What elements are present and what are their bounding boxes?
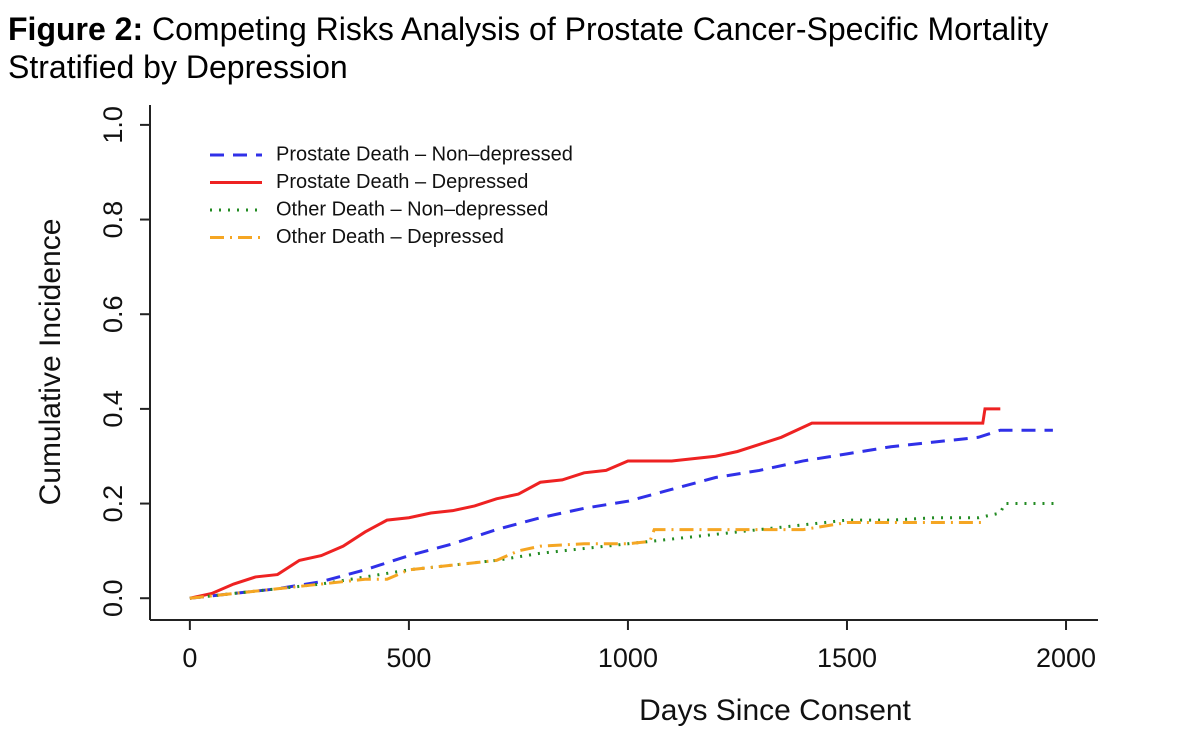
series-line <box>189 407 1001 600</box>
x-tick-label: 2000 <box>1036 643 1096 673</box>
x-tick-label: 1000 <box>598 643 658 673</box>
series-line <box>189 520 983 600</box>
x-axis-title: Days Since Consent <box>639 694 911 727</box>
x-tick-label: 0 <box>182 643 197 673</box>
legend-label: Other Death – Depressed <box>276 226 504 248</box>
y-axis-title: Cumulative Incidence <box>34 219 67 506</box>
y-tick-label: 0.2 <box>98 485 128 523</box>
y-tick-label: 0.8 <box>98 201 128 239</box>
title-label: Figure 2: <box>8 11 144 47</box>
legend-label: Other Death – Non–depressed <box>276 198 548 220</box>
y-tick-label: 1.0 <box>98 106 128 144</box>
chart-title-block: Figure 2: Competing Risks Analysis of Pr… <box>8 10 1148 86</box>
series-line <box>189 428 1053 600</box>
x-tick-label: 500 <box>386 643 431 673</box>
legend-label: Prostate Death – Depressed <box>276 171 528 193</box>
x-tick-label: 1500 <box>817 643 877 673</box>
y-tick-label: 0.0 <box>98 579 128 617</box>
series-line <box>189 502 1058 600</box>
legend-label: Prostate Death – Non–depressed <box>276 143 573 165</box>
y-tick-label: 0.6 <box>98 295 128 333</box>
chart-title: Competing Risks Analysis of Prostate Can… <box>8 11 1049 85</box>
y-tick-label: 0.4 <box>98 390 128 428</box>
